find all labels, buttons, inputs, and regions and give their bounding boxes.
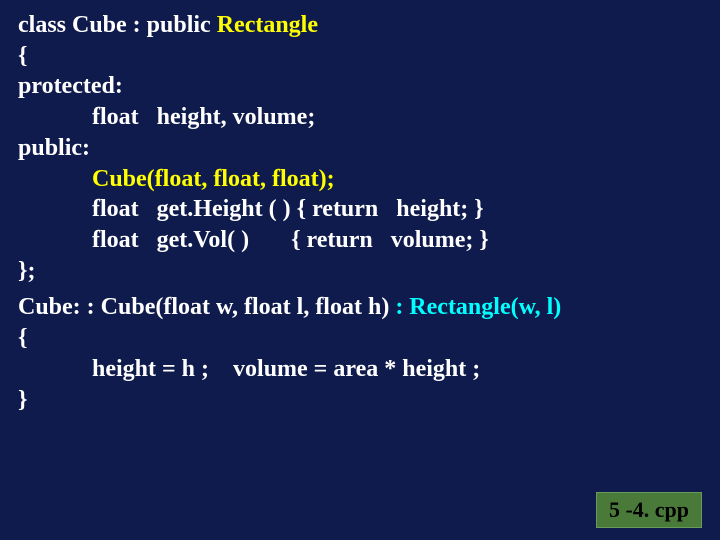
- text: class Cube : public: [18, 12, 217, 38]
- code-line-2: {: [18, 41, 702, 72]
- code-line-1: class Cube : public Rectangle: [18, 10, 702, 41]
- code-line-13: }: [18, 385, 702, 416]
- rectangle-keyword: Rectangle: [217, 12, 318, 38]
- code-line-4: float height, volume;: [18, 102, 702, 133]
- code-line-11: {: [18, 323, 702, 354]
- code-line-3: protected:: [18, 71, 702, 102]
- file-badge: 5 -4. cpp: [596, 492, 702, 528]
- code-line-7: float get.Height ( ) { return height; }: [18, 194, 702, 225]
- text: Cube: : Cube(float w, float l, float h): [18, 294, 395, 320]
- code-line-8: float get.Vol( ) { return volume; }: [18, 225, 702, 256]
- code-line-10: Cube: : Cube(float w, float l, float h) …: [18, 292, 702, 323]
- code-line-5: public:: [18, 133, 702, 164]
- code-slide: class Cube : public Rectangle { protecte…: [0, 0, 720, 425]
- code-line-6: Cube(float, float, float);: [18, 164, 702, 195]
- initializer: : Rectangle(w, l): [395, 294, 561, 320]
- code-line-9: };: [18, 256, 702, 287]
- code-line-12: height = h ; volume = area * height ;: [18, 354, 702, 385]
